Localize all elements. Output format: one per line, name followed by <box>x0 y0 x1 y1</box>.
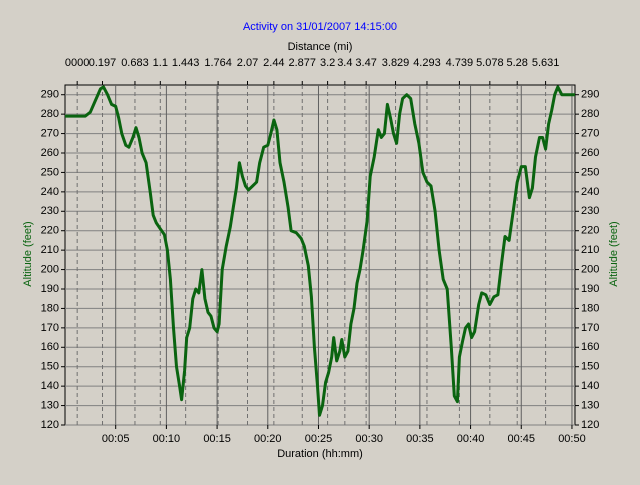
x2-tick-label: 3.829 <box>382 57 410 69</box>
x-tick-label: 00:05 <box>102 433 130 445</box>
y-tick-label: 130 <box>41 399 59 411</box>
y-tick-label: 240 <box>41 186 59 198</box>
y-tick-label: 280 <box>41 108 59 120</box>
y2-tick-label: 250 <box>581 166 599 178</box>
x2-tick-label: 0.197 <box>89 57 117 69</box>
x-tick-label: 00:45 <box>507 433 535 445</box>
x2-axis-title: Distance (mi) <box>288 41 353 53</box>
y2-tick-label: 130 <box>581 399 599 411</box>
y-tick-label: 260 <box>41 147 59 159</box>
y-tick-label: 250 <box>41 166 59 178</box>
y2-tick-label: 290 <box>581 89 599 101</box>
y2-tick-label: 180 <box>581 302 599 314</box>
y-tick-label: 210 <box>41 244 59 256</box>
y-tick-label: 200 <box>41 263 59 275</box>
x2-tick-label: 4.293 <box>413 57 441 69</box>
y2-tick-label: 270 <box>581 127 599 139</box>
x2-tick-label: 5.28 <box>506 57 527 69</box>
x-tick-label: 00:35 <box>406 433 434 445</box>
x-tick-label: 00:50 <box>558 433 586 445</box>
y2-tick-label: 150 <box>581 361 599 373</box>
y2-tick-label: 140 <box>581 380 599 392</box>
x2-tick-label: 2.44 <box>263 57 284 69</box>
y-tick-label: 170 <box>41 322 59 334</box>
x2-tick-label: 5.078 <box>476 57 504 69</box>
y-tick-label: 270 <box>41 127 59 139</box>
y2-tick-label: 240 <box>581 186 599 198</box>
x2-tick-label: 1.1 <box>153 57 168 69</box>
x2-tick-label: 0.683 <box>121 57 149 69</box>
plot-area <box>64 84 576 426</box>
y2-tick-label: 230 <box>581 205 599 217</box>
y2-axis-title: Altitude (feet) <box>608 221 620 286</box>
chart-title: Activity on 31/01/2007 14:15:00 <box>243 21 397 33</box>
x-tick-label: 00:20 <box>254 433 282 445</box>
x-axis-title: Duration (hh:mm) <box>277 448 363 460</box>
y-tick-label: 140 <box>41 380 59 392</box>
x2-tick-label: 5.631 <box>532 57 560 69</box>
y2-tick-label: 120 <box>581 419 599 431</box>
y-tick-label: 290 <box>41 89 59 101</box>
x-tick-label: 00:30 <box>355 433 383 445</box>
line-series <box>65 85 575 417</box>
y2-tick-label: 160 <box>581 341 599 353</box>
y-tick-label: 120 <box>41 419 59 431</box>
x-tick-label: 00:25 <box>305 433 333 445</box>
y-tick-label: 180 <box>41 302 59 314</box>
x-tick-label: 00:15 <box>203 433 231 445</box>
x2-tick-label: 4.739 <box>446 57 474 69</box>
x-tick-label: 00:40 <box>457 433 485 445</box>
y2-tick-label: 170 <box>581 322 599 334</box>
y2-tick-label: 280 <box>581 108 599 120</box>
x2-tick-label: 0000 <box>65 57 89 69</box>
x2-tick-label: 3.47 <box>355 57 376 69</box>
x2-tick-label: 1.764 <box>204 57 232 69</box>
x2-tick-label: 3.4 <box>337 57 352 69</box>
y-tick-label: 160 <box>41 341 59 353</box>
y2-tick-label: 260 <box>581 147 599 159</box>
y-tick-label: 150 <box>41 361 59 373</box>
y2-tick-label: 210 <box>581 244 599 256</box>
x2-tick-label: 2.07 <box>237 57 258 69</box>
y-tick-label: 190 <box>41 283 59 295</box>
y2-tick-label: 220 <box>581 225 599 237</box>
y-tick-label: 230 <box>41 205 59 217</box>
y-axis-title: Altitude (feet) <box>22 221 34 286</box>
y2-tick-label: 190 <box>581 283 599 295</box>
x2-tick-label: 1.443 <box>172 57 200 69</box>
y2-tick-label: 200 <box>581 263 599 275</box>
x-tick-label: 00:10 <box>153 433 181 445</box>
y-tick-label: 220 <box>41 225 59 237</box>
x2-tick-label: 3.2 <box>320 57 335 69</box>
x2-tick-label: 2.877 <box>288 57 316 69</box>
